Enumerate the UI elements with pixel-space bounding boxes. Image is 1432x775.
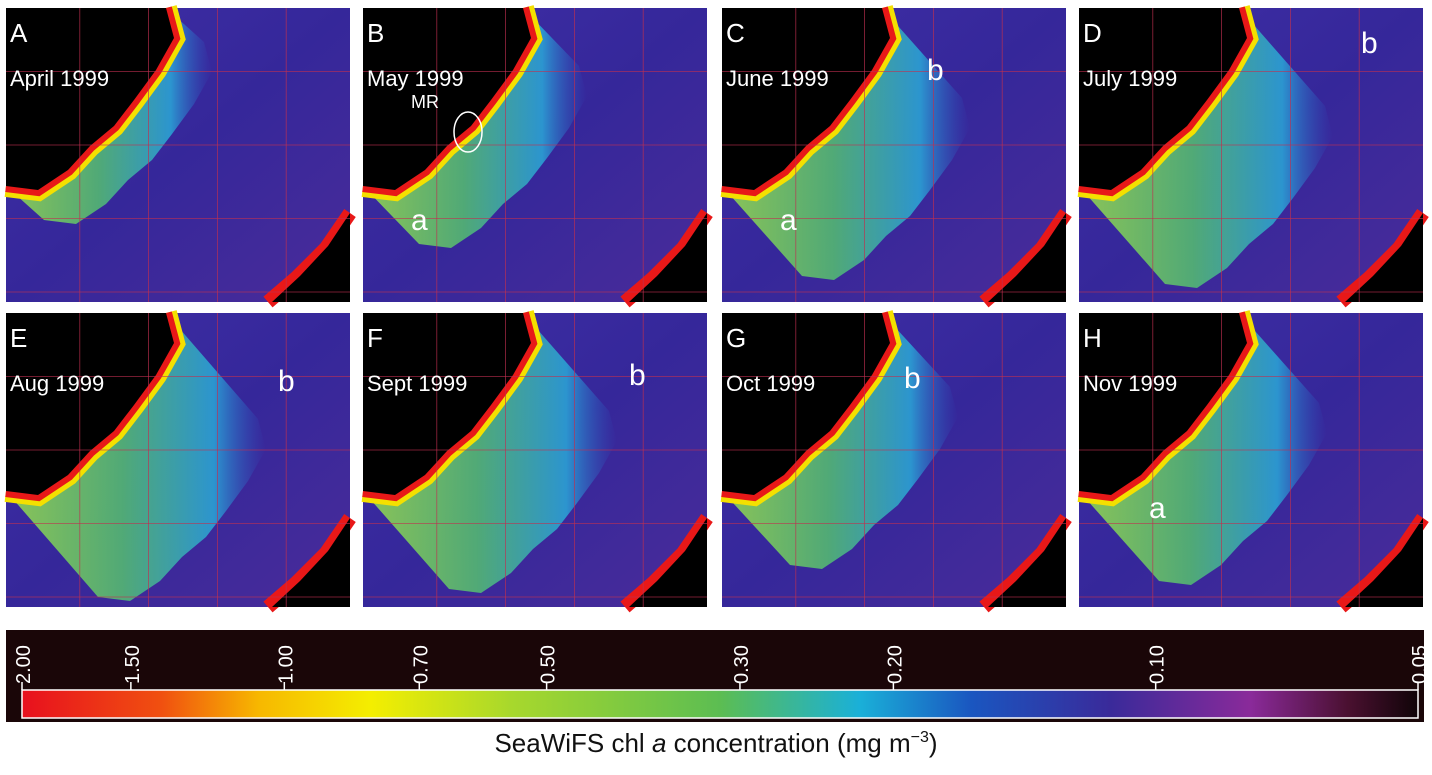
panel-month: Sept 1999 — [367, 371, 467, 396]
land-se — [1345, 518, 1423, 607]
colorbar-tick-label: 0.20 — [884, 645, 906, 684]
plume — [6, 313, 266, 601]
colorbar: 2.00 1.50 1.00 0.70 0.50 0.30 0.20 0.10 0.05 — [6, 630, 1431, 722]
map-panel: G Oct 1999 b — [720, 310, 1072, 613]
annotation: b — [927, 54, 944, 87]
map-panel: H Nov 1999 a — [1077, 310, 1429, 613]
panel-letter: C — [726, 18, 745, 48]
panel-month: April 1999 — [10, 66, 109, 91]
panel-month: Nov 1999 — [1083, 371, 1177, 396]
panel-letter: B — [367, 18, 384, 48]
colorbar-tick-label: 1.00 — [275, 645, 297, 684]
map-panel: C June 1999 b a — [720, 5, 1072, 308]
land — [6, 313, 174, 495]
coast-se-red — [263, 209, 356, 308]
annotation: a — [411, 204, 428, 237]
panel-letter: A — [10, 18, 28, 48]
plume — [363, 313, 617, 593]
land — [722, 313, 890, 495]
coast-se-red — [1336, 514, 1429, 613]
panel-month: May 1999 — [367, 66, 464, 91]
colorbar-tick-label: 0.10 — [1147, 645, 1169, 684]
land — [722, 8, 890, 190]
map-panel: D July 1999 b — [1077, 5, 1429, 308]
annotation: b — [904, 362, 921, 395]
land — [1079, 313, 1247, 495]
coast-se-red — [1336, 209, 1429, 308]
land-se — [272, 518, 350, 607]
colorbar-tick-label: 0.30 — [731, 645, 753, 684]
land-se — [1345, 213, 1423, 302]
land-se — [988, 213, 1066, 302]
coast-se-red — [620, 209, 713, 308]
coast-se-red — [620, 514, 713, 613]
coast-se-red — [979, 209, 1072, 308]
map-panel: A April 1999 — [4, 5, 356, 308]
annotation: b — [629, 359, 646, 392]
annotation: b — [278, 365, 295, 398]
panel-letter: G — [726, 323, 746, 353]
colorbar-tick-label: 1.50 — [122, 645, 144, 684]
land — [6, 8, 174, 190]
land-se — [272, 213, 350, 302]
colorbar-tick-label: 0.50 — [538, 645, 560, 684]
colorbar-tick-label: 0.05 — [1409, 645, 1431, 684]
coast-se-red — [979, 514, 1072, 613]
panel-month: Aug 1999 — [10, 371, 104, 396]
map-panel: E Aug 1999 b — [4, 310, 356, 613]
coast-se-red — [263, 514, 356, 613]
panel-letter: E — [10, 323, 27, 353]
map-panel: F Sept 1999 b — [361, 310, 713, 613]
panel-letter: F — [367, 323, 383, 353]
mr-circle — [453, 111, 483, 153]
plume — [722, 313, 958, 569]
plume — [1079, 8, 1333, 288]
colorbar-label: SeaWiFS chl a concentration (mg m−3) — [494, 728, 937, 758]
land — [363, 8, 531, 190]
panel-month: June 1999 — [726, 66, 829, 91]
plume — [1079, 313, 1327, 585]
colorbar-tick-label: 0.70 — [410, 645, 432, 684]
panel-month: Oct 1999 — [726, 371, 815, 396]
annotation: a — [1149, 492, 1166, 525]
land-se — [988, 518, 1066, 607]
panel-letter: H — [1083, 323, 1102, 353]
panel-month: July 1999 — [1083, 66, 1177, 91]
annotation: a — [780, 204, 797, 237]
land — [1079, 8, 1247, 190]
annotation: MR — [411, 92, 439, 112]
panel-letter: D — [1083, 18, 1102, 48]
colorbar-tick-label: 2.00 — [13, 645, 35, 684]
land-se — [629, 213, 707, 302]
land-se — [629, 518, 707, 607]
plume — [722, 8, 970, 280]
land — [363, 313, 531, 495]
annotation: b — [1361, 27, 1378, 60]
colorbar-gradient — [21, 689, 1419, 719]
